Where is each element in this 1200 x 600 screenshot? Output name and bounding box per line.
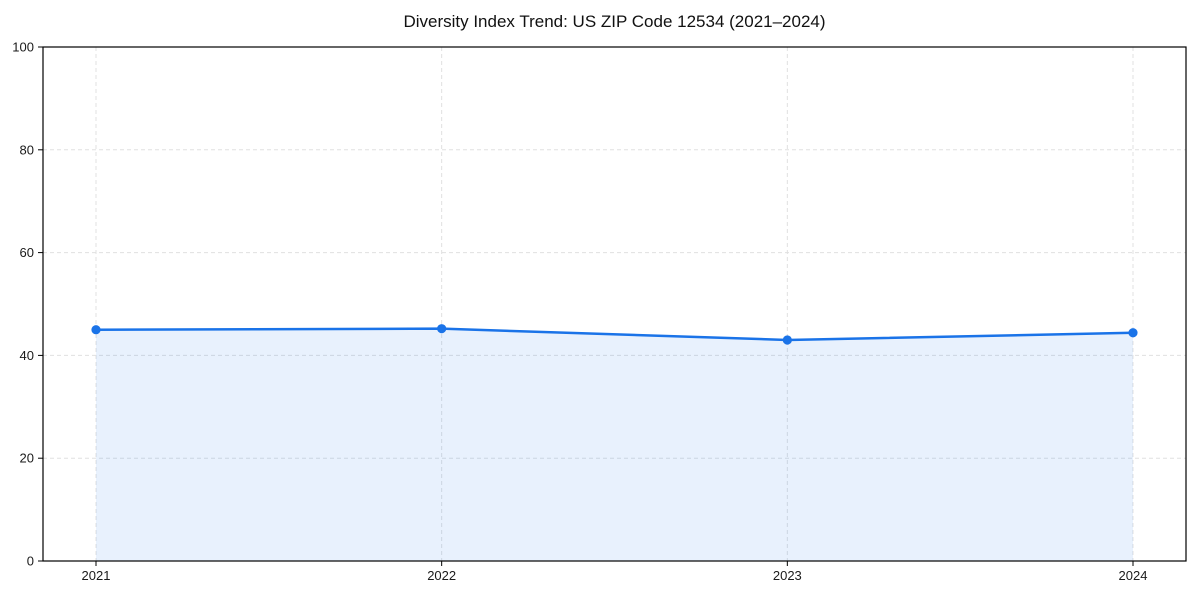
x-tick-label: 2021 xyxy=(82,568,111,583)
area-fill xyxy=(96,328,1133,561)
plot-border xyxy=(42,46,1187,562)
x-tick-label: 2024 xyxy=(1119,568,1148,583)
x-tick-label: 2023 xyxy=(773,568,802,583)
data-point-2023 xyxy=(782,335,792,345)
data-point-2024 xyxy=(1128,328,1138,338)
data-point-2022 xyxy=(437,324,447,334)
y-tick-label: 80 xyxy=(20,142,34,157)
y-tick-label: 100 xyxy=(12,40,34,55)
chart-title: Diversity Index Trend: US ZIP Code 12534… xyxy=(403,12,826,31)
data-point-2021 xyxy=(91,325,101,335)
trend-line xyxy=(94,327,1135,342)
y-tick-label: 60 xyxy=(20,245,34,260)
y-tick-label: 20 xyxy=(20,451,34,466)
y-tick-label: 0 xyxy=(27,554,34,569)
x-tick-label: 2022 xyxy=(427,568,456,583)
y-tick-label: 40 xyxy=(20,348,34,363)
